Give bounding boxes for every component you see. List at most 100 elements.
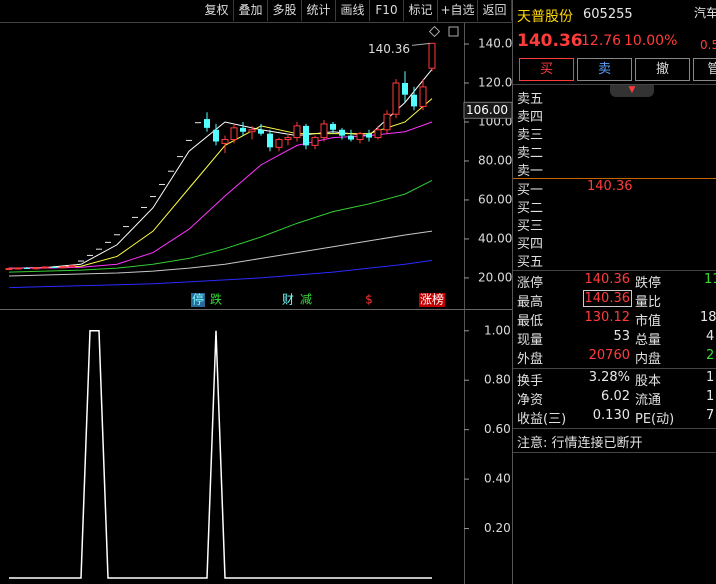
candle-body bbox=[105, 241, 111, 243]
change: 12.76 bbox=[581, 33, 622, 49]
toolbar-button[interactable]: +自选 bbox=[438, 0, 478, 21]
stock-code: 605255 bbox=[583, 7, 633, 22]
stat-value: 20760 bbox=[588, 348, 630, 363]
toolbar-button[interactable]: 返回 bbox=[478, 0, 512, 21]
y-tick-label: 1.00 bbox=[484, 323, 511, 337]
event-marker: 涨榜 bbox=[420, 292, 444, 307]
bid-label: 买四 bbox=[517, 237, 544, 252]
separator bbox=[513, 452, 716, 453]
event-marker-bg bbox=[191, 293, 205, 307]
candle-body bbox=[24, 267, 30, 269]
stat-label: 股本 bbox=[635, 374, 662, 389]
bid1-price: 140.36 bbox=[587, 179, 633, 194]
ask-label: 卖五 bbox=[517, 92, 544, 107]
toolbar-button[interactable]: 多股 bbox=[268, 0, 302, 21]
stat-value: 53 bbox=[613, 329, 630, 344]
toolbar-button[interactable]: 叠加 bbox=[234, 0, 268, 21]
candle-body bbox=[275, 139, 283, 148]
stat-label: PE(动) bbox=[635, 412, 675, 427]
bid-label: 买五 bbox=[517, 255, 544, 270]
toolbar-button[interactable]: 标记 bbox=[404, 0, 438, 21]
candle-body bbox=[114, 234, 120, 236]
high-label: 140.36 bbox=[368, 42, 410, 56]
stat-value: 0.130 bbox=[592, 408, 630, 423]
bid-label: 买二 bbox=[517, 201, 544, 216]
separator bbox=[513, 84, 716, 85]
candle-body bbox=[248, 129, 256, 133]
price: 140.36 bbox=[517, 31, 583, 51]
stat-value: 11 bbox=[704, 272, 716, 287]
toolbar-button[interactable]: F10 bbox=[370, 0, 404, 21]
y-tick-label: 120.0 bbox=[478, 76, 512, 90]
y-tick-label: 0.40 bbox=[484, 472, 511, 486]
candle-body bbox=[258, 129, 264, 134]
stat-label: 最高 bbox=[517, 295, 544, 310]
stat-value: 2 bbox=[706, 348, 715, 363]
candle-body bbox=[132, 216, 138, 218]
candle-body bbox=[221, 139, 229, 144]
icon[interactable] bbox=[448, 26, 459, 37]
event-marker: 财 bbox=[282, 293, 294, 307]
candle-body bbox=[320, 123, 328, 139]
y-tick-label: 0.80 bbox=[484, 373, 511, 387]
event-marker: $ bbox=[365, 293, 373, 307]
ask-label: 卖三 bbox=[517, 128, 544, 143]
candle-body bbox=[230, 127, 238, 141]
buy-button[interactable]: 买 bbox=[519, 58, 574, 81]
candle-body bbox=[141, 206, 147, 208]
stat-label: 内盘 bbox=[635, 352, 662, 367]
toolbar-button[interactable]: 统计 bbox=[302, 0, 336, 21]
sell-button[interactable]: 卖 bbox=[577, 58, 632, 81]
candle-body bbox=[150, 196, 156, 198]
stat-value: 130.12 bbox=[584, 310, 631, 325]
candle-body bbox=[356, 133, 364, 141]
y-tick-label: 80.00 bbox=[478, 153, 512, 167]
bid-label: 买一 bbox=[517, 183, 544, 198]
candle-body bbox=[96, 248, 102, 250]
candle-body bbox=[267, 133, 273, 148]
candle-body bbox=[159, 183, 165, 185]
candle-body bbox=[41, 266, 49, 269]
candle-body bbox=[366, 133, 372, 138]
icon[interactable] bbox=[428, 25, 441, 38]
stat-label: 跌停 bbox=[635, 276, 662, 291]
toolbar-button[interactable]: 画线 bbox=[336, 0, 370, 21]
y-tick-label: 60.00 bbox=[478, 192, 512, 206]
separator bbox=[513, 368, 716, 369]
axis-marker-box bbox=[463, 101, 513, 119]
ma-line bbox=[8, 230, 433, 277]
ma-line bbox=[9, 121, 433, 269]
stat-label: 流通 bbox=[635, 393, 662, 408]
candle-body bbox=[419, 86, 427, 107]
candle-body bbox=[14, 267, 22, 270]
stat-value: 1 bbox=[706, 389, 715, 404]
stock-name: 天普股份 bbox=[517, 9, 573, 25]
candle-body bbox=[240, 127, 246, 132]
candle-body bbox=[186, 139, 192, 141]
cancel-button[interactable]: 撤 bbox=[635, 58, 690, 81]
axis-marker-label: 106.00 bbox=[466, 103, 508, 117]
ma-line bbox=[8, 180, 433, 273]
stat-value: 1 bbox=[706, 370, 715, 385]
change-pct: 10.00% bbox=[624, 33, 678, 49]
candle-body bbox=[78, 260, 84, 262]
candle-body bbox=[392, 82, 400, 115]
collapse-tab[interactable]: ▼ bbox=[610, 84, 654, 97]
candle-body bbox=[311, 137, 319, 146]
candle-body bbox=[5, 268, 13, 271]
sector: 汽车 bbox=[694, 6, 716, 20]
candle-body bbox=[123, 226, 129, 228]
candle-body bbox=[374, 129, 382, 139]
candle-body bbox=[177, 156, 183, 158]
candle-body bbox=[411, 94, 417, 107]
candle-body bbox=[195, 122, 201, 124]
toolbar-button[interactable]: 复权 bbox=[200, 0, 234, 21]
stat-value: 140.36 bbox=[584, 272, 631, 287]
manage-button[interactable]: 管 bbox=[693, 58, 716, 81]
stat-label: 最低 bbox=[517, 314, 544, 329]
y-tick-label: 40.00 bbox=[478, 231, 512, 245]
event-marker: 跌 bbox=[210, 292, 222, 307]
high-pointer bbox=[411, 42, 431, 46]
candle-body bbox=[213, 129, 219, 142]
